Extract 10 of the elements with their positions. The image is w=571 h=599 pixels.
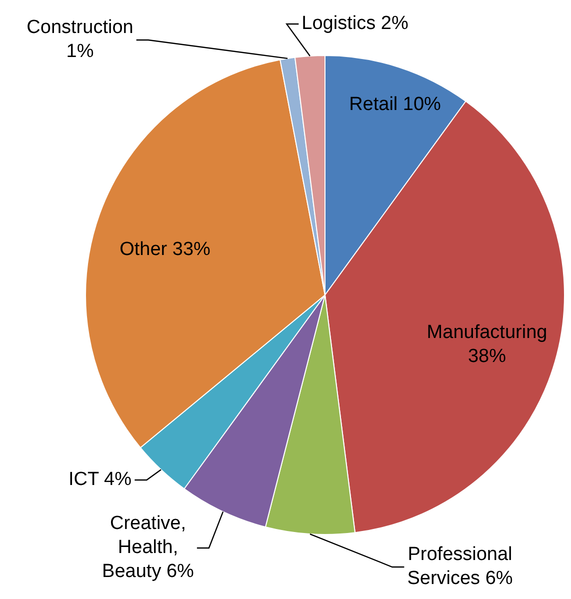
slice-label: Manufacturing (426, 322, 548, 344)
slice-label: Retail 10% (349, 94, 442, 116)
slice-label: Professional Services 6% (407, 544, 513, 590)
slice-label: ICT 4% (68, 469, 132, 490)
slice-label: Other 33% (120, 239, 211, 260)
data-label: 38% (468, 346, 506, 368)
slice-label: Creative, Health, Beauty 6% (102, 513, 194, 582)
data-label: 1% (66, 41, 94, 62)
slice-label: Logistics 2% (302, 13, 408, 34)
slice-label: Construction (26, 17, 134, 38)
